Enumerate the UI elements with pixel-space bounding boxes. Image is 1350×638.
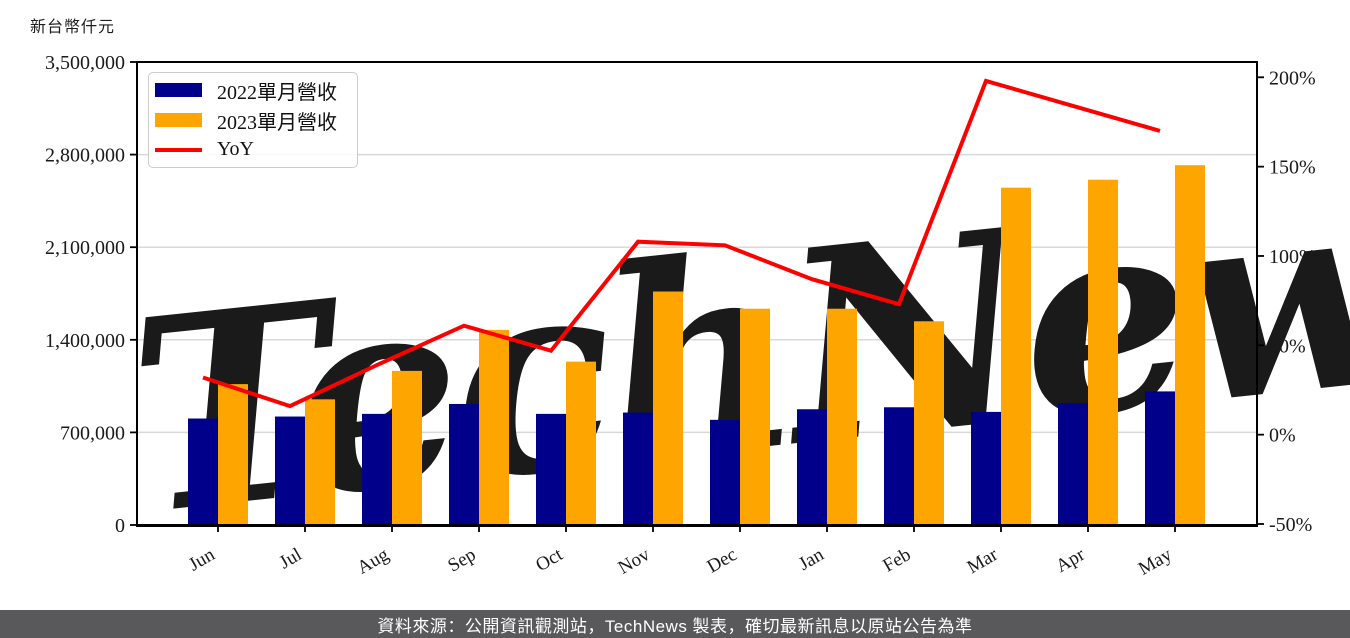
legend-label-2022: 2022單月營收	[217, 81, 337, 104]
right-axis-tick-label: 0%	[1269, 425, 1296, 447]
x-axis-tick-label-Feb: Feb	[879, 544, 914, 576]
y-axis-tick-label: 2,800,000	[45, 145, 125, 167]
bar-2022-May	[1145, 391, 1175, 525]
x-axis-tick-label-Jan: Jan	[795, 544, 828, 575]
bar-2023-Jan	[827, 308, 857, 525]
footer-bar: 資料來源：公開資訊觀測站，TechNews 製表，確切最新訊息以原站公告為準	[0, 610, 1350, 638]
y-axis-tick-label: 0	[115, 515, 125, 537]
right-axis-tick-label: 150%	[1269, 157, 1316, 179]
bar-2023-Nov	[653, 291, 683, 525]
bar-2022-Jun	[188, 418, 218, 525]
bar-2022-Jan	[797, 409, 827, 525]
bar-2022-Dec	[710, 419, 740, 525]
bar-2023-Aug	[392, 370, 422, 525]
y-axis-tick-label: 3,500,000	[45, 52, 125, 74]
bar-2023-May	[1175, 165, 1205, 525]
x-axis-tick-label-Dec: Dec	[704, 544, 741, 577]
bar-2023-Jun	[218, 384, 248, 525]
chart-canvas: TechNews0700,0001,400,0002,100,0002,800,…	[45, 52, 1350, 580]
legend-swatch-yoy-icon	[155, 147, 202, 152]
bar-2022-Sep	[449, 403, 479, 525]
right-axis-tick-label: 200%	[1269, 67, 1316, 89]
bar-2023-Jul	[305, 399, 335, 525]
legend-swatch-2022-icon	[155, 83, 202, 98]
bar-2023-Dec	[740, 308, 770, 525]
legend-swatch-2023-icon	[155, 113, 202, 127]
bar-2022-Feb	[884, 407, 914, 525]
bar-2022-Nov	[623, 412, 653, 525]
y-axis-tick-label: 2,100,000	[45, 237, 125, 259]
legend-item-2023: 2023單月營收	[155, 106, 353, 135]
bar-2023-Feb	[914, 321, 944, 525]
bar-2022-Apr	[1058, 403, 1088, 525]
legend-label-2023: 2023單月營收	[217, 111, 337, 134]
right-axis-tick-label: 100%	[1269, 246, 1316, 268]
bar-2023-Mar	[1001, 187, 1031, 525]
bar-2022-Mar	[971, 411, 1001, 525]
legend-label-yoy: YoY	[217, 138, 254, 161]
bar-2022-Oct	[536, 413, 566, 525]
legend-item-yoy: YoY	[155, 135, 353, 164]
y-axis-tick-label: 700,000	[60, 422, 125, 444]
x-axis-tick-label-Nov: Nov	[615, 544, 654, 579]
x-axis-tick-label-Mar: Mar	[964, 544, 1002, 578]
footer-text: 資料來源：公開資訊觀測站，TechNews 製表，確切最新訊息以原站公告為準	[377, 616, 973, 636]
right-axis-tick-label: -50%	[1269, 514, 1312, 536]
y-axis-tick-label: 1,400,000	[45, 330, 125, 352]
right-axis-tick-label: 50%	[1269, 335, 1306, 357]
yoy-line	[202, 78, 1161, 409]
bar-2022-Aug	[362, 413, 392, 525]
legend: 2022單月營收 2023單月營收 YoY	[148, 72, 358, 168]
x-axis-tick-label-Sep: Sep	[444, 544, 479, 576]
x-axis-tick-label-May: May	[1135, 544, 1176, 580]
bar-2022-Jul	[275, 416, 305, 525]
bar-2023-Oct	[566, 361, 596, 525]
y-axis-title: 新台幣仟元	[30, 19, 116, 36]
bar-2023-Sep	[479, 329, 509, 525]
bar-2023-Apr	[1088, 179, 1118, 525]
x-axis-tick-label-Oct: Oct	[532, 544, 567, 576]
x-axis-tick-label-Apr: Apr	[1052, 544, 1089, 577]
legend-item-2022: 2022單月營收	[155, 76, 353, 105]
